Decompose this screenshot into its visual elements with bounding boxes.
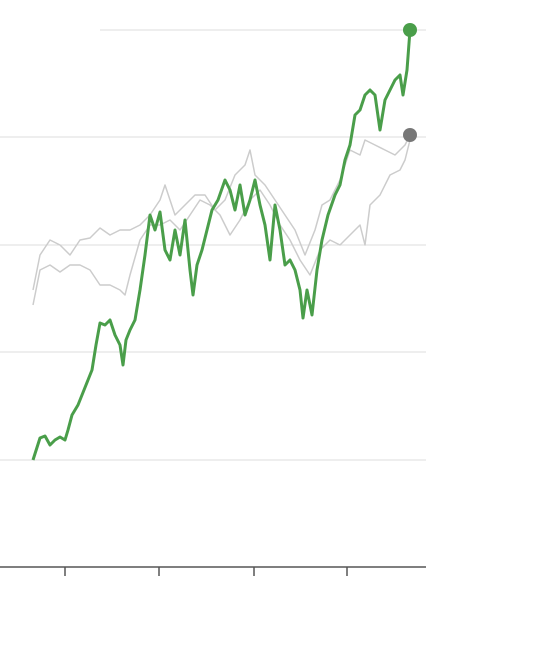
end-marker <box>403 128 417 142</box>
end-marker <box>403 23 417 37</box>
series-line <box>32 134 411 291</box>
series-line <box>31 29 412 461</box>
series-line <box>32 139 411 306</box>
